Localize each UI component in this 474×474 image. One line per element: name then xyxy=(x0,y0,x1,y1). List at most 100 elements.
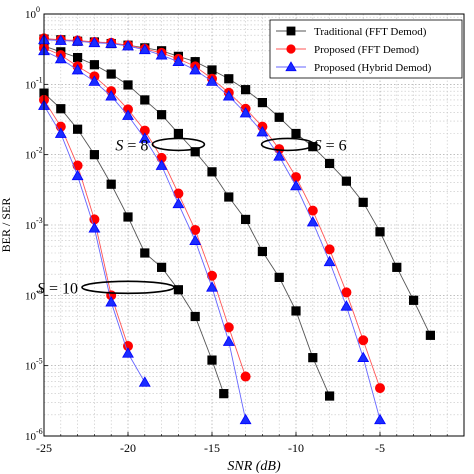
data-point xyxy=(173,128,183,139)
data-point xyxy=(323,255,336,267)
y-tick-exponent: -5 xyxy=(36,357,43,366)
data-point xyxy=(140,248,150,258)
data-point xyxy=(140,95,150,105)
annotation-variable: S xyxy=(37,280,45,297)
y-tick-exponent: -1 xyxy=(36,75,43,84)
data-point xyxy=(173,285,183,295)
annotation-ellipse xyxy=(260,137,315,152)
data-point xyxy=(274,272,284,282)
data-point xyxy=(54,34,67,45)
data-point xyxy=(172,55,185,67)
y-tick-label: 10 xyxy=(25,220,37,232)
data-point xyxy=(189,63,202,75)
data-point xyxy=(222,90,235,101)
data-point xyxy=(73,124,83,134)
annotation-value: = 8 xyxy=(123,137,148,154)
data-point xyxy=(340,300,353,311)
data-point xyxy=(408,295,419,305)
data-point xyxy=(105,296,118,307)
y-tick-exponent: 0 xyxy=(36,5,40,14)
legend-label: Proposed (Hybrid Demod) xyxy=(314,62,432,74)
data-point xyxy=(257,246,268,257)
data-point xyxy=(207,167,217,177)
data-point xyxy=(306,216,319,227)
series-layer xyxy=(38,33,436,425)
data-point xyxy=(308,353,318,363)
data-point xyxy=(106,179,116,189)
series-triangle xyxy=(38,33,386,425)
data-point xyxy=(324,391,335,401)
data-point xyxy=(206,75,218,86)
x-tick-label: -25 xyxy=(36,441,52,455)
data-point xyxy=(71,63,84,75)
data-point xyxy=(155,49,168,60)
legend-marker xyxy=(286,44,296,54)
data-point xyxy=(54,127,67,138)
data-point xyxy=(88,222,101,233)
legend-marker xyxy=(285,61,297,72)
data-point xyxy=(88,36,101,48)
data-point xyxy=(207,65,217,75)
data-point xyxy=(89,150,99,160)
data-point xyxy=(341,287,352,298)
y-tick-exponent: -6 xyxy=(36,427,43,436)
annotation-ellipse xyxy=(151,137,206,152)
data-point xyxy=(189,234,202,245)
data-point xyxy=(239,107,252,118)
data-point xyxy=(156,262,167,272)
data-point xyxy=(56,104,66,114)
y-tick-label: 10 xyxy=(25,150,37,162)
series-line xyxy=(43,45,331,397)
annotation-label: S = 10 xyxy=(37,280,78,297)
data-point xyxy=(224,74,234,84)
data-point xyxy=(358,335,369,346)
data-point xyxy=(172,197,185,209)
data-point xyxy=(425,330,436,340)
data-point xyxy=(123,80,133,90)
y-tick-label: 10 xyxy=(25,79,37,91)
data-point xyxy=(106,69,116,79)
data-point xyxy=(240,371,251,382)
x-axis-label: SNR (dB) xyxy=(227,459,281,474)
data-point xyxy=(54,52,67,64)
data-point xyxy=(307,205,318,216)
x-tick-label: -20 xyxy=(120,441,136,455)
data-point xyxy=(240,85,251,95)
data-point xyxy=(240,214,251,225)
x-tick-label: -15 xyxy=(204,441,220,455)
data-point xyxy=(89,60,99,70)
data-point xyxy=(138,43,151,55)
data-point xyxy=(155,159,168,170)
y-tick-exponent: -4 xyxy=(36,286,43,295)
annotation-label: S = 8 xyxy=(115,137,148,154)
data-point xyxy=(105,90,118,101)
annotation-value: = 6 xyxy=(322,137,347,154)
y-tick-label: 10 xyxy=(25,9,37,21)
data-point xyxy=(190,311,200,322)
data-point xyxy=(392,262,402,272)
data-point xyxy=(190,147,200,157)
y-tick-exponent: -3 xyxy=(36,216,43,225)
data-point xyxy=(239,413,252,425)
annotation-variable: S xyxy=(314,137,322,154)
data-point xyxy=(358,197,368,207)
data-point xyxy=(206,281,218,292)
x-tick-label: -10 xyxy=(288,441,304,455)
data-point xyxy=(122,40,134,51)
legend-label: Traditional (FFT Demod) xyxy=(314,26,427,38)
data-point xyxy=(105,37,118,48)
data-point xyxy=(219,389,229,399)
data-point xyxy=(224,192,234,202)
data-point xyxy=(291,306,301,316)
data-point xyxy=(290,179,302,191)
annotation-ellipse xyxy=(81,280,175,295)
data-point xyxy=(375,227,385,237)
x-tick-label: -5 xyxy=(375,441,385,455)
y-tick-label: 10 xyxy=(25,431,37,443)
data-point xyxy=(71,169,84,181)
annotation-label: S = 6 xyxy=(314,137,347,154)
data-point xyxy=(222,335,235,346)
annotations: S = 8 S = 6 S = 10 xyxy=(37,137,347,297)
data-point xyxy=(357,351,370,362)
